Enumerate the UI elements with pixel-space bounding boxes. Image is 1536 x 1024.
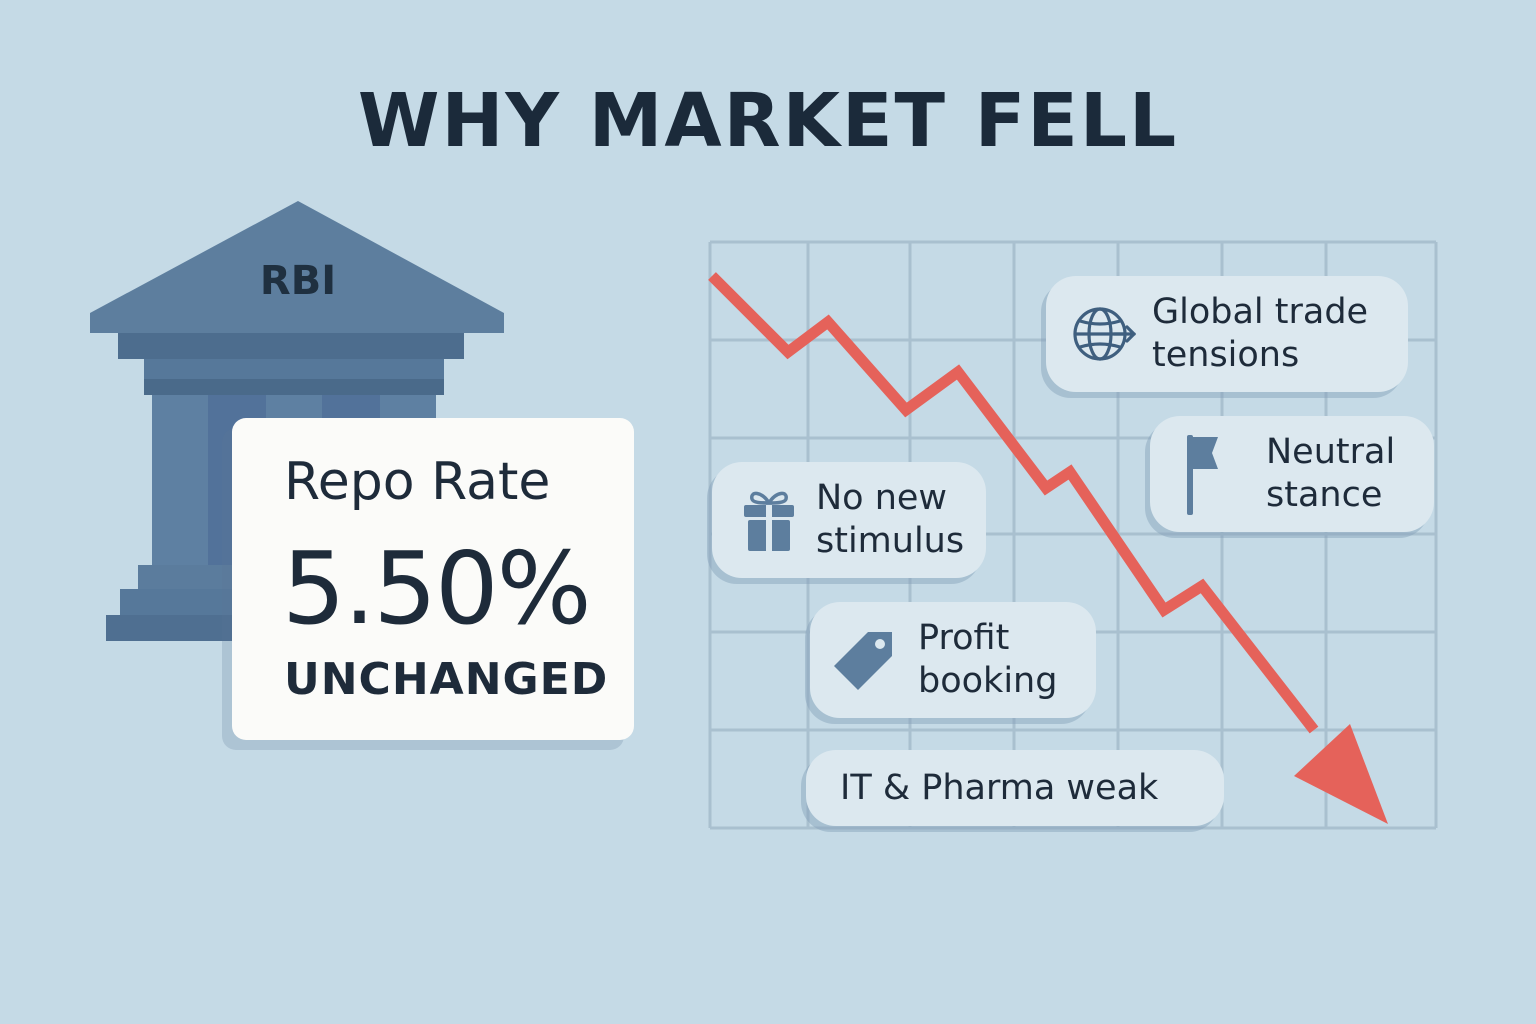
factor-profit-booking: Profit booking: [810, 602, 1096, 718]
factor-label: Global trade tensions: [1152, 292, 1369, 375]
factor-label: No new stimulus: [816, 478, 965, 561]
globe-arrow-icon: [1073, 307, 1136, 361]
flag-icon: [1187, 435, 1218, 515]
price-tag-icon: [834, 632, 892, 690]
factor-label: IT & Pharma weak: [840, 767, 1159, 808]
factor-label: Profit booking: [918, 618, 1058, 701]
factor-label: Neutral stance: [1266, 432, 1396, 515]
factor-neutral-stance: Neutral stance: [1150, 416, 1434, 532]
bank-label: RBI: [259, 258, 337, 304]
repo-rate-card: Repo Rate 5.50% UNCHANGED: [232, 418, 634, 740]
page-title: WHY MARKET FELL: [357, 78, 1179, 164]
factor-no-new-stimulus: No new stimulus: [712, 462, 986, 578]
repo-rate-label: Repo Rate: [284, 452, 551, 512]
factor-it-pharma-weak: IT & Pharma weak: [806, 750, 1224, 826]
repo-rate-value: 5.50%: [282, 530, 592, 647]
gift-icon: [744, 491, 794, 551]
down-trend-arrow-icon: [708, 272, 1388, 824]
repo-rate-status: UNCHANGED: [284, 654, 609, 705]
factor-global-trade-tensions: Global trade tensions: [1046, 276, 1408, 392]
